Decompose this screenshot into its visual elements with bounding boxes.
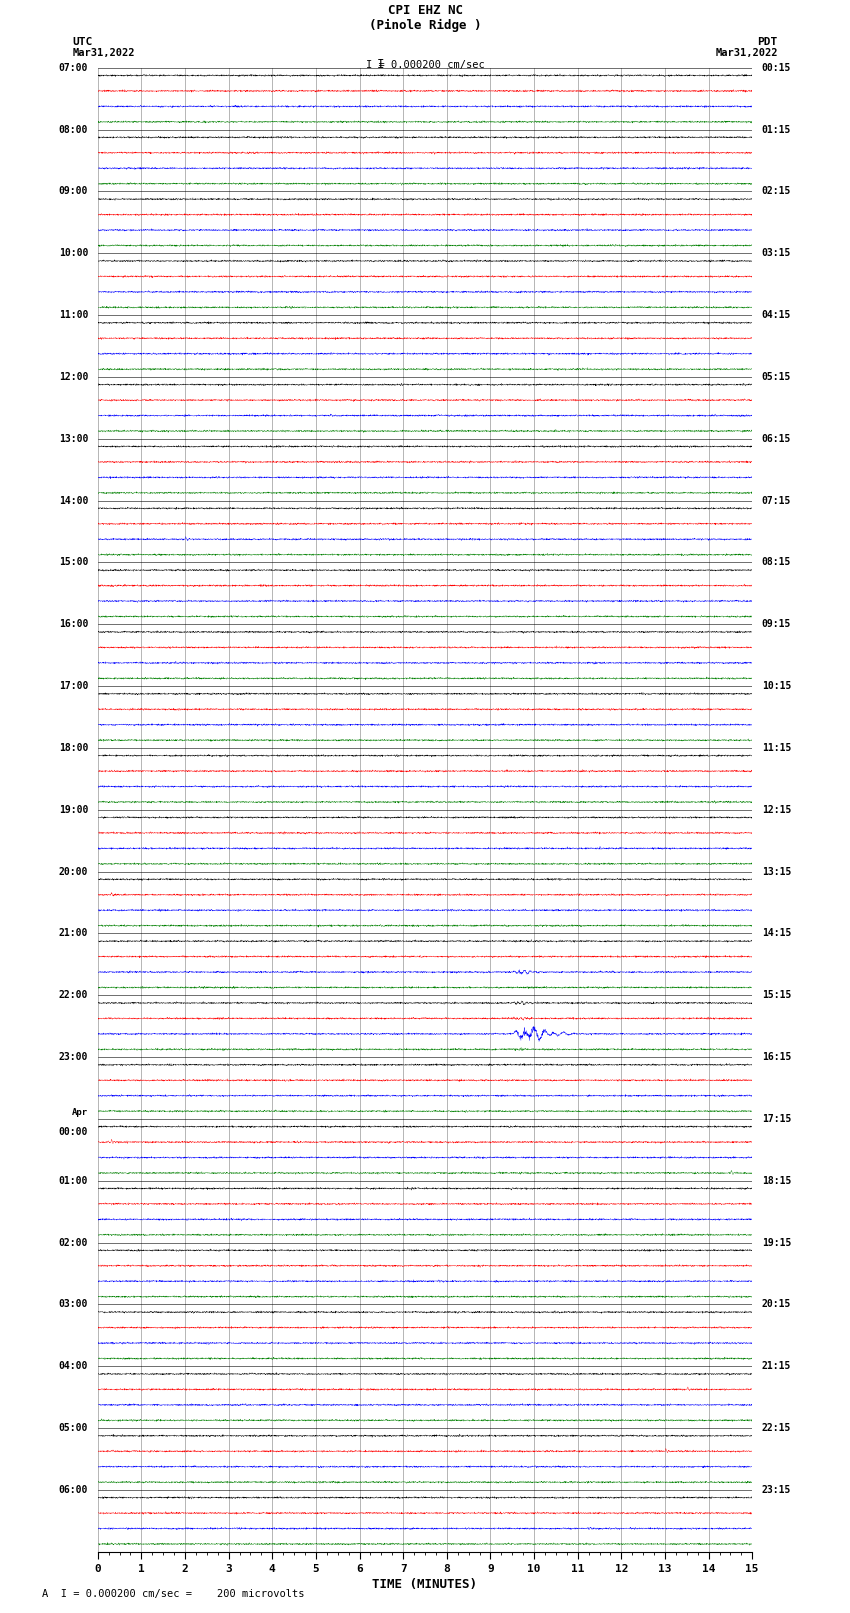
Text: 22:00: 22:00 — [59, 990, 88, 1000]
Text: 05:15: 05:15 — [762, 373, 791, 382]
Text: 22:15: 22:15 — [762, 1423, 791, 1432]
Text: 10:15: 10:15 — [762, 681, 791, 690]
Text: 17:15: 17:15 — [762, 1115, 791, 1124]
Text: 01:15: 01:15 — [762, 124, 791, 134]
Text: 04:00: 04:00 — [59, 1361, 88, 1371]
Text: 14:00: 14:00 — [59, 495, 88, 505]
Text: 00:15: 00:15 — [762, 63, 791, 73]
Text: 19:15: 19:15 — [762, 1237, 791, 1247]
Text: PDT: PDT — [757, 37, 778, 47]
Text: 01:00: 01:00 — [59, 1176, 88, 1186]
Text: 14:15: 14:15 — [762, 929, 791, 939]
Text: 08:15: 08:15 — [762, 558, 791, 568]
Text: 13:00: 13:00 — [59, 434, 88, 444]
Text: Apr: Apr — [72, 1108, 88, 1118]
Text: 02:15: 02:15 — [762, 187, 791, 197]
Text: UTC: UTC — [72, 37, 93, 47]
Text: 03:15: 03:15 — [762, 248, 791, 258]
Text: 21:15: 21:15 — [762, 1361, 791, 1371]
Text: 20:00: 20:00 — [59, 866, 88, 876]
Text: 03:00: 03:00 — [59, 1300, 88, 1310]
Text: 11:00: 11:00 — [59, 310, 88, 319]
Text: 12:00: 12:00 — [59, 373, 88, 382]
Text: Mar31,2022: Mar31,2022 — [715, 48, 778, 58]
Text: 11:15: 11:15 — [762, 744, 791, 753]
Title: CPI EHZ NC
(Pinole Ridge ): CPI EHZ NC (Pinole Ridge ) — [369, 3, 481, 32]
Text: 23:15: 23:15 — [762, 1486, 791, 1495]
Text: 05:00: 05:00 — [59, 1423, 88, 1432]
Text: 07:00: 07:00 — [59, 63, 88, 73]
Text: 17:00: 17:00 — [59, 681, 88, 690]
X-axis label: TIME (MINUTES): TIME (MINUTES) — [372, 1578, 478, 1590]
Text: I = 0.000200 cm/sec: I = 0.000200 cm/sec — [366, 60, 484, 69]
Text: 07:15: 07:15 — [762, 495, 791, 505]
Text: A  I = 0.000200 cm/sec =    200 microvolts: A I = 0.000200 cm/sec = 200 microvolts — [42, 1589, 305, 1598]
Text: 18:15: 18:15 — [762, 1176, 791, 1186]
Text: 06:00: 06:00 — [59, 1486, 88, 1495]
Text: 12:15: 12:15 — [762, 805, 791, 815]
Text: 19:00: 19:00 — [59, 805, 88, 815]
Text: Mar31,2022: Mar31,2022 — [72, 48, 135, 58]
Text: 13:15: 13:15 — [762, 866, 791, 876]
Text: 00:00: 00:00 — [59, 1126, 88, 1137]
Text: 23:00: 23:00 — [59, 1052, 88, 1061]
Text: 10:00: 10:00 — [59, 248, 88, 258]
Text: 16:00: 16:00 — [59, 619, 88, 629]
Text: 06:15: 06:15 — [762, 434, 791, 444]
Text: 15:15: 15:15 — [762, 990, 791, 1000]
Text: 04:15: 04:15 — [762, 310, 791, 319]
Text: 21:00: 21:00 — [59, 929, 88, 939]
Text: 20:15: 20:15 — [762, 1300, 791, 1310]
Text: 09:00: 09:00 — [59, 187, 88, 197]
Text: 09:15: 09:15 — [762, 619, 791, 629]
Text: 02:00: 02:00 — [59, 1237, 88, 1247]
Text: I: I — [377, 58, 384, 71]
Text: 08:00: 08:00 — [59, 124, 88, 134]
Text: 16:15: 16:15 — [762, 1052, 791, 1061]
Text: 15:00: 15:00 — [59, 558, 88, 568]
Text: 18:00: 18:00 — [59, 744, 88, 753]
